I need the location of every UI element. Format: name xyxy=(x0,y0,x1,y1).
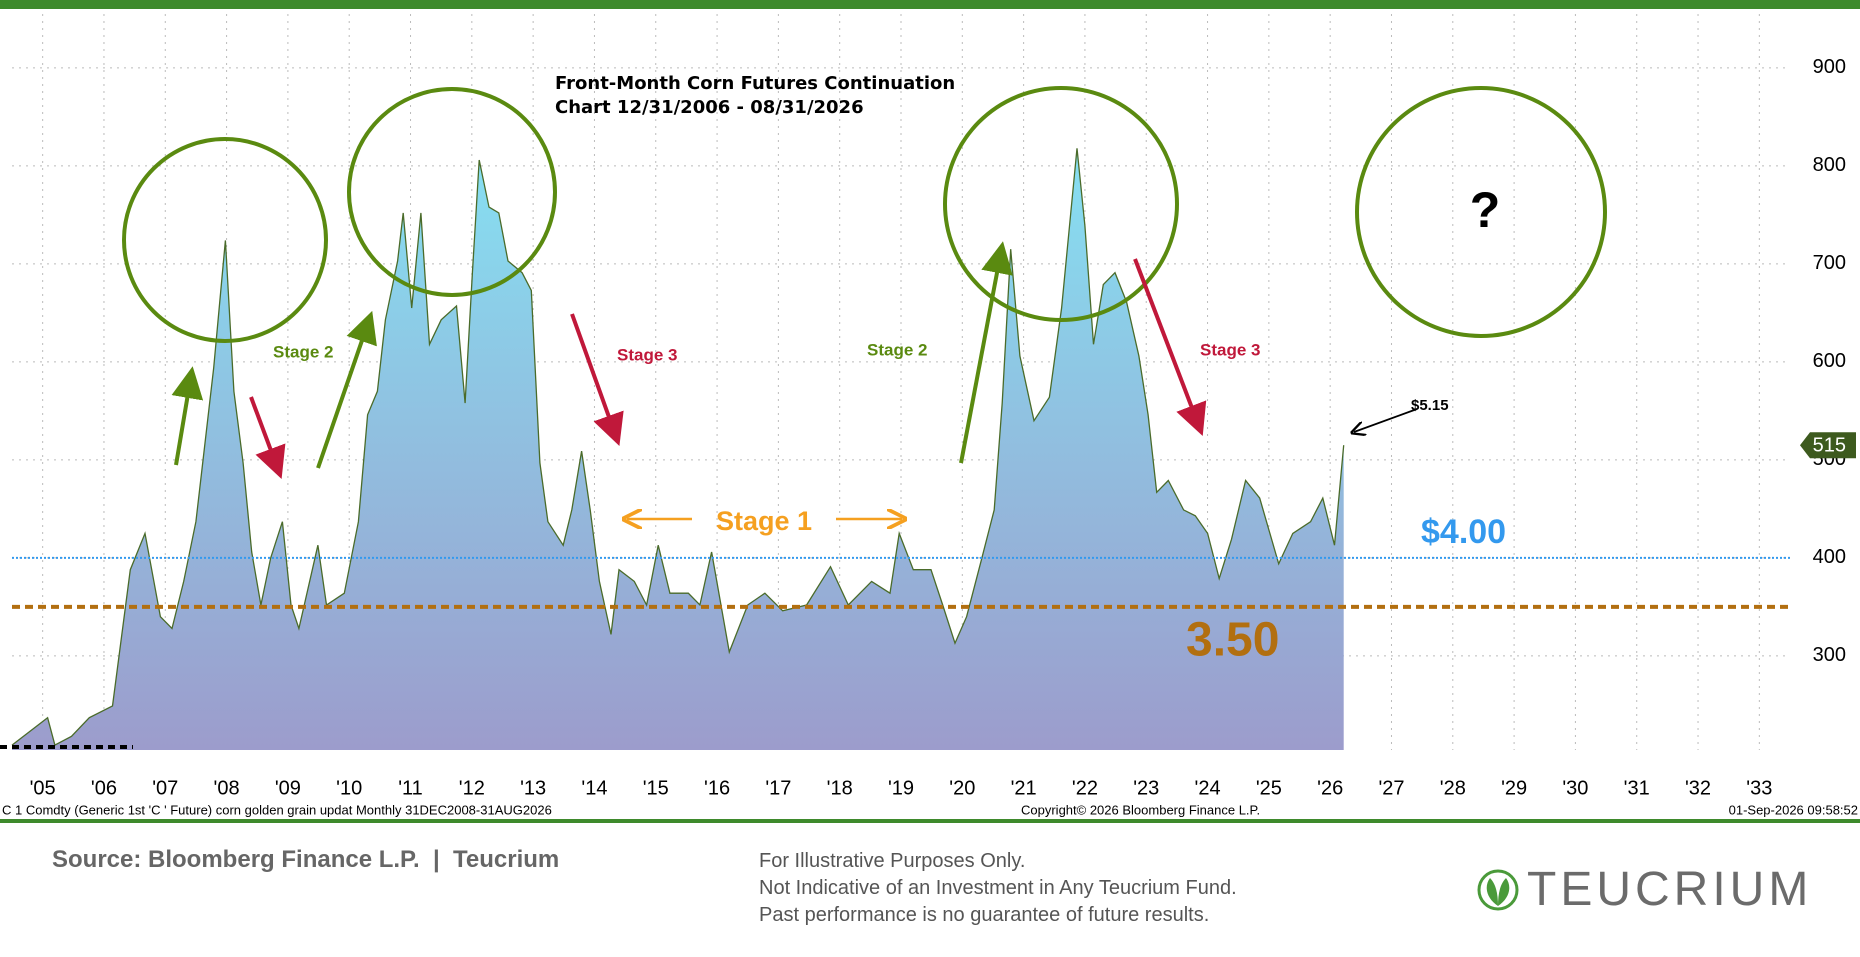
y-tick-label: 600 xyxy=(1813,350,1846,372)
stage-label: Stage 2 xyxy=(273,342,333,361)
y-tick-label: 700 xyxy=(1813,252,1846,274)
circle xyxy=(1355,86,1607,338)
x-tick-label: '16 xyxy=(704,777,730,799)
x-tick-label: '22 xyxy=(1072,777,1098,799)
arrow xyxy=(570,313,624,447)
x-tick-label: '32 xyxy=(1685,777,1711,799)
x-tick-label: '06 xyxy=(91,777,117,799)
stage-label: Stage 3 xyxy=(1200,340,1260,359)
logo: TEUCRIUM xyxy=(1527,863,1813,916)
arrow xyxy=(171,366,204,466)
x-tick-label: '24 xyxy=(1195,777,1221,799)
x-tick-label: '20 xyxy=(949,777,975,799)
reference-label: 3.50 xyxy=(1186,614,1279,667)
x-tick-label: '19 xyxy=(888,777,914,799)
x-tick-label: '12 xyxy=(459,777,485,799)
x-tick-label: '07 xyxy=(152,777,178,799)
x-tick-label: '09 xyxy=(275,777,301,799)
y-tick-label: 800 xyxy=(1813,154,1846,176)
disclaimer-line: For Illustrative Purposes Only. xyxy=(759,850,1026,872)
stage-label: Stage 3 xyxy=(617,345,677,364)
logo-icon xyxy=(1477,869,1519,911)
x-tick-label: '13 xyxy=(520,777,546,799)
x-tick-label: '33 xyxy=(1746,777,1772,799)
footer-left: C 1 Comdty (Generic 1st 'C ' Future) cor… xyxy=(2,802,552,817)
arrow xyxy=(1354,408,1418,432)
reference-label: $4.00 xyxy=(1421,513,1506,551)
x-tick-label: '17 xyxy=(765,777,791,799)
x-tick-label: '31 xyxy=(1624,777,1650,799)
last-value-label: 515 xyxy=(1813,434,1846,456)
x-tick-label: '14 xyxy=(581,777,607,799)
last-value-tag xyxy=(1800,432,1856,459)
x-tick-label: '30 xyxy=(1562,777,1588,799)
footer-center: Copyright© 2026 Bloomberg Finance L.P. xyxy=(1021,802,1260,817)
chart-title: Chart 12/31/2006 - 08/31/2026 xyxy=(555,97,864,118)
disclaimer-line: Not Indicative of an Investment in Any T… xyxy=(759,877,1237,899)
y-tick-label: 300 xyxy=(1813,644,1846,666)
y-tick-label: 900 xyxy=(1813,56,1846,78)
disclaimer: For Illustrative Purposes Only. Not Indi… xyxy=(759,848,1237,929)
arrow xyxy=(1133,258,1207,436)
x-tick-label: '28 xyxy=(1440,777,1466,799)
chart: Front-Month Corn Futures Continuation Ch… xyxy=(0,0,1860,823)
data xyxy=(11,148,1790,751)
x-tick-label: '25 xyxy=(1256,777,1282,799)
source: Source: Bloomberg Finance L.P. | Teucriu… xyxy=(52,846,560,873)
x-tick-label: '26 xyxy=(1317,777,1343,799)
circle xyxy=(122,137,328,343)
x-tick-label: '08 xyxy=(214,777,240,799)
circle xyxy=(943,86,1179,322)
chart-title: Front-Month Corn Futures Continuation xyxy=(555,73,955,94)
stage-arrows xyxy=(171,241,1207,479)
x-tick-label: '27 xyxy=(1378,777,1404,799)
x-tick-label: '15 xyxy=(643,777,669,799)
x-tick-label: '29 xyxy=(1501,777,1527,799)
arrow xyxy=(316,310,377,469)
arrow xyxy=(959,241,1013,464)
disclaimer-line: Past performance is no guarantee of futu… xyxy=(759,904,1210,926)
x-tick-label: '21 xyxy=(1011,777,1037,799)
x-tick-label: '05 xyxy=(30,777,56,799)
x-tick-label: '10 xyxy=(336,777,362,799)
x-tick-label: '23 xyxy=(1133,777,1159,799)
price-line xyxy=(11,148,1345,747)
x-tick-label: '11 xyxy=(398,777,423,799)
arrow xyxy=(249,396,286,479)
callout: $5.15 xyxy=(1411,397,1449,414)
area-fill xyxy=(12,148,1344,751)
top-bar xyxy=(0,0,1860,9)
highlight-circles xyxy=(122,86,1607,343)
circle xyxy=(347,87,557,297)
y-tick-label: 400 xyxy=(1813,546,1846,568)
stage-label: Stage 2 xyxy=(867,340,927,359)
stage-label: Stage 1 xyxy=(716,506,812,536)
x-tick-label: '18 xyxy=(827,777,853,799)
question-mark: ? xyxy=(1470,182,1501,238)
footer-right: 01-Sep-2026 09:58:52 xyxy=(1729,802,1858,817)
